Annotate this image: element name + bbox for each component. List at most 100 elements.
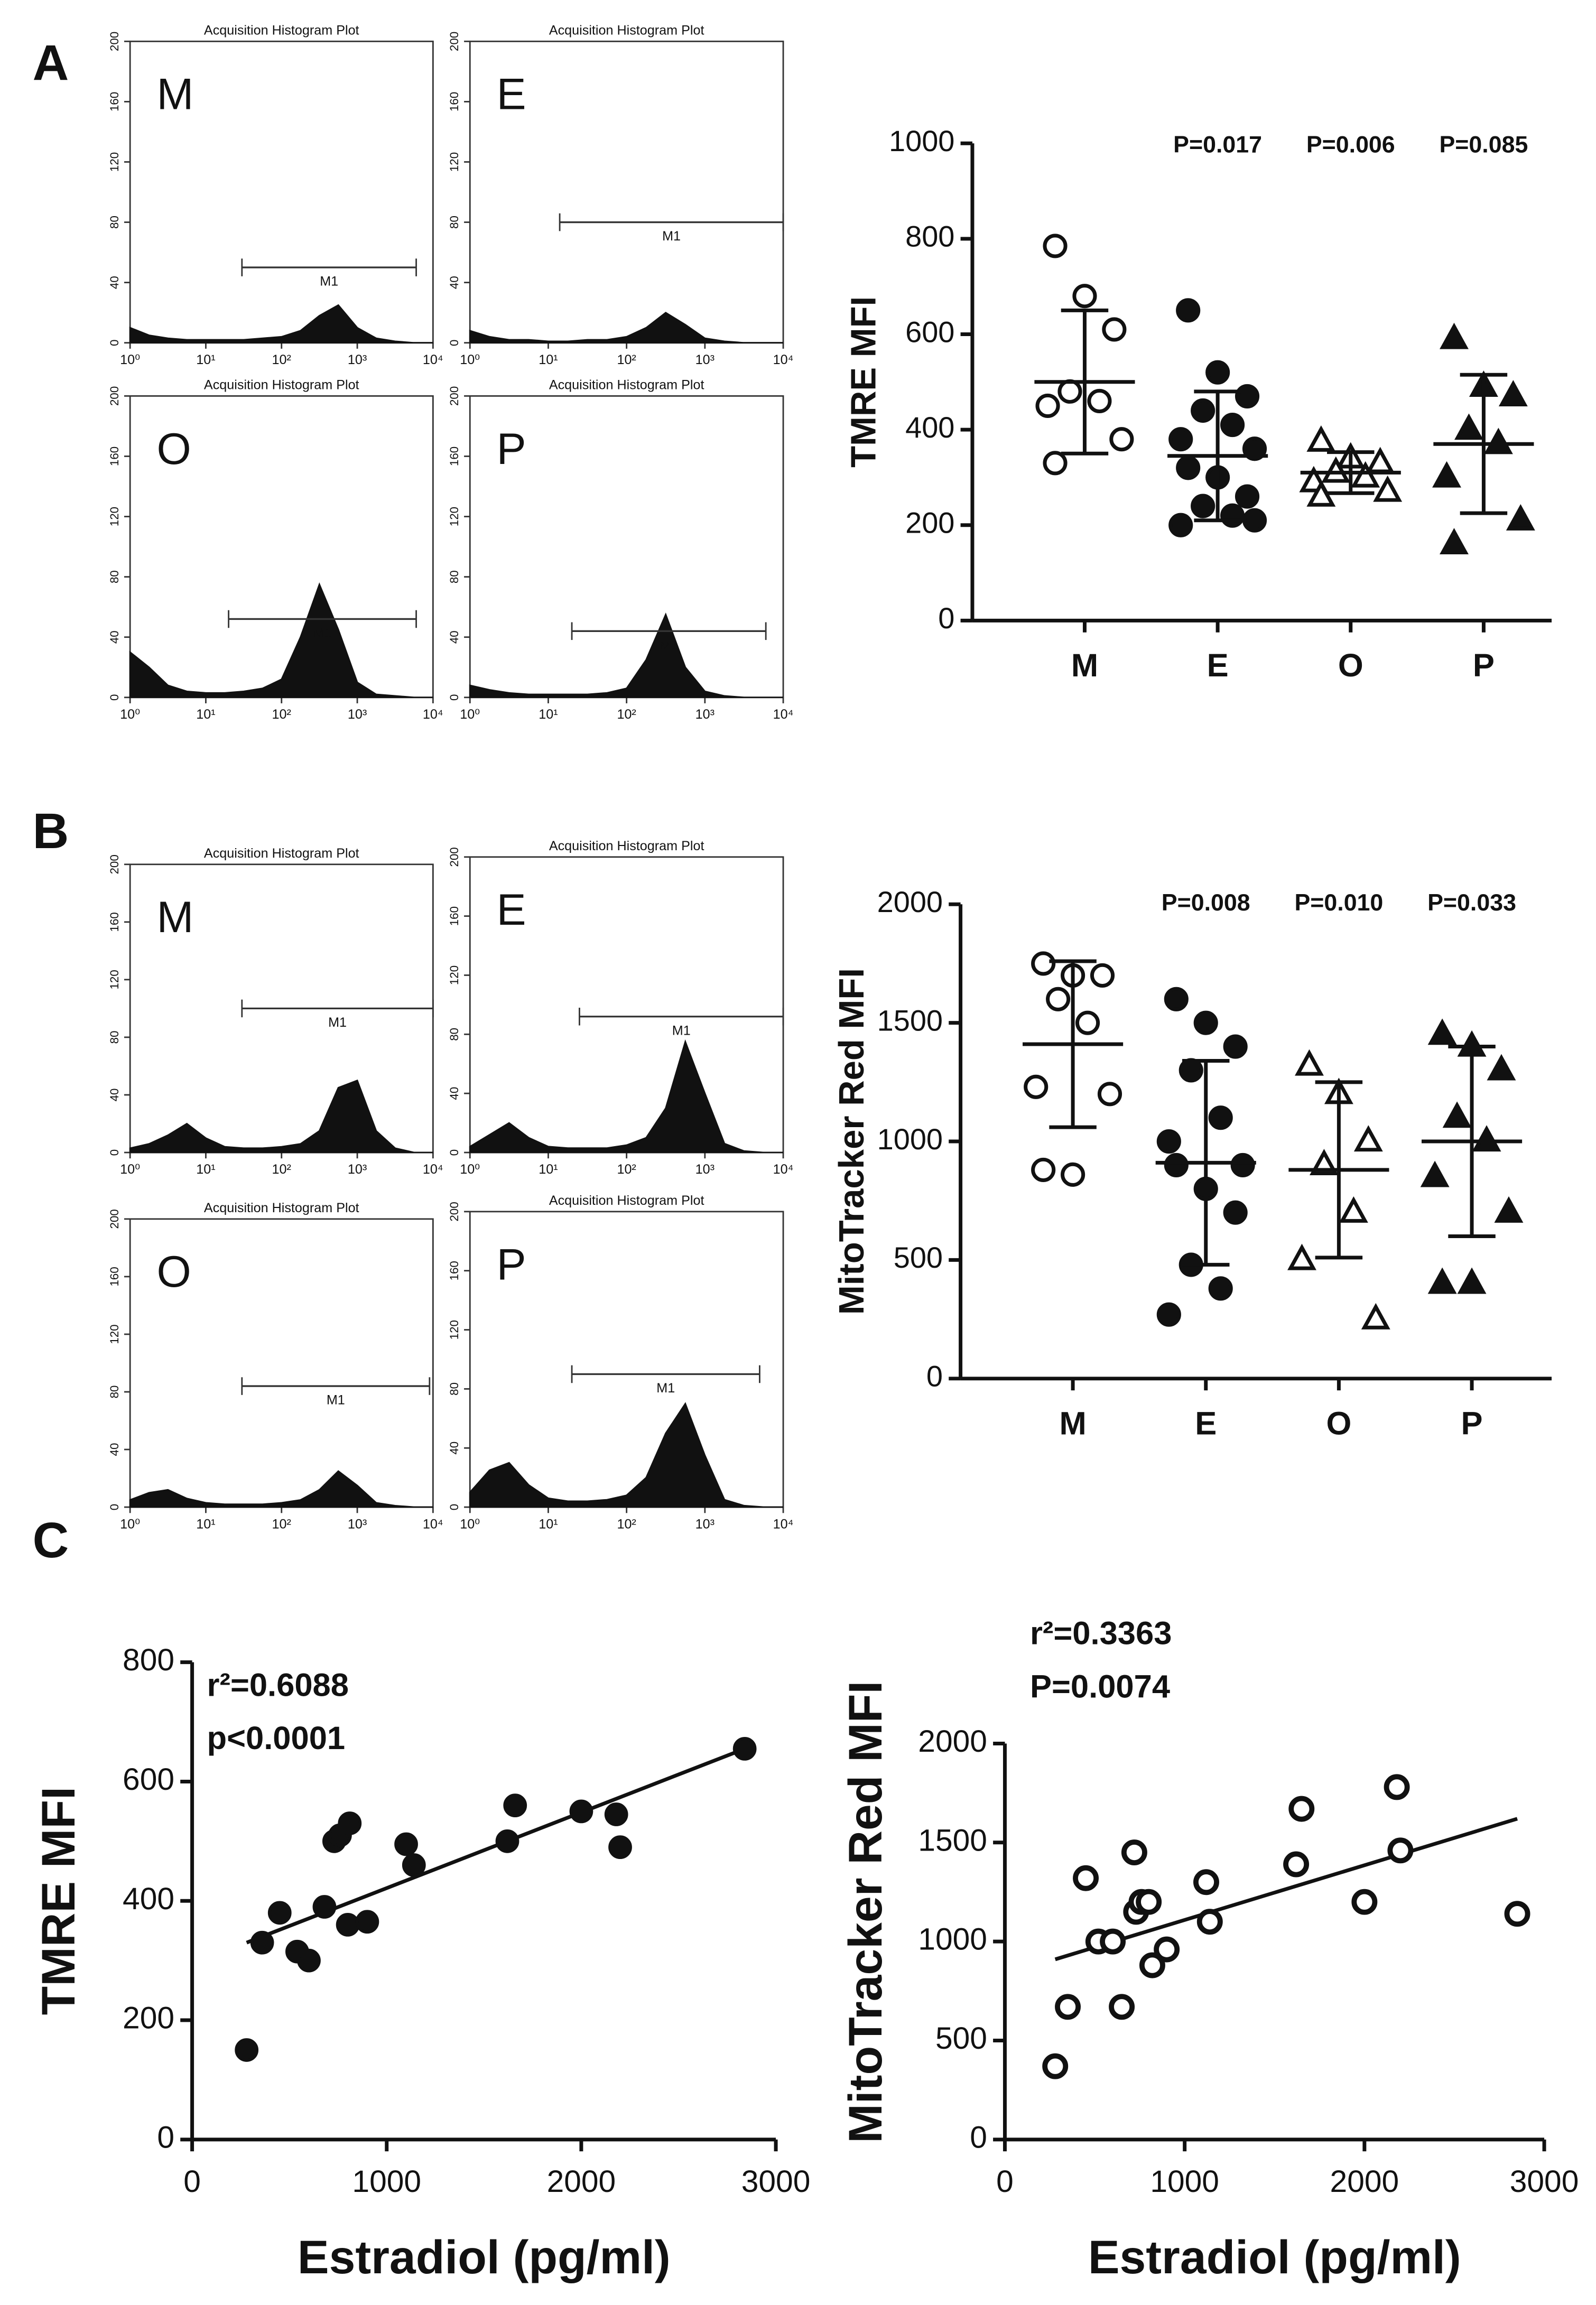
data-point [1168,427,1193,452]
y-tick-label: 120 [448,965,461,985]
y-tick-label: 120 [108,1324,121,1344]
data-point [1442,1101,1472,1128]
data-point [1223,1034,1248,1059]
histogram-area [129,1079,433,1154]
data-point [1176,298,1201,323]
data-point [297,1948,321,1973]
data-point [1487,1054,1516,1081]
data-point [1164,987,1189,1011]
data-point [1351,461,1380,488]
y-tick-label: 40 [448,630,461,644]
data-point [1087,388,1112,414]
data-point [1472,1125,1501,1152]
data-point [1043,234,1068,258]
data-point [1283,1851,1310,1878]
data-point [495,1829,519,1853]
y-tick-label: 120 [108,152,121,172]
y-tick-label: 1000 [889,124,954,157]
x-tick-label: 10⁰ [120,707,140,722]
y-tick-label: 500 [894,1241,943,1274]
data-point [1196,1909,1223,1935]
y-tick-label: 0 [448,339,461,346]
y-tick-label: 200 [448,1202,461,1221]
data-point [1179,1058,1203,1083]
x-tick-label: 2000 [1330,2164,1399,2199]
y-tick-label: 200 [108,854,121,874]
y-tick-label: 80 [108,1030,121,1044]
data-point [1031,1157,1056,1182]
y-tick-label: 160 [448,1261,461,1280]
data-point [1498,380,1528,407]
x-tick-label: 10³ [348,1162,367,1177]
data-point [1042,2053,1069,2079]
y-tick-label: 160 [448,447,461,466]
data-point [1193,1010,1218,1035]
x-tick-label: 10¹ [196,707,215,722]
data-point [1454,413,1483,440]
data-point [1164,1152,1189,1177]
sample-label: P [497,1239,526,1289]
data-point [1306,425,1336,452]
gate-label: M1 [327,1393,345,1408]
y-tick-label: 400 [905,411,954,444]
plot-title: Acquisition Histogram Plot [204,1201,359,1215]
y-tick-label: 40 [108,276,121,289]
data-point [503,1793,527,1817]
y-tick-label: 0 [108,339,121,346]
y-tick-label: 40 [448,276,461,289]
x-tick-label: 10¹ [539,1517,558,1531]
y-tick-label: 0 [926,1360,943,1393]
data-point [1154,1936,1180,1963]
y-tick-label: 200 [108,386,121,406]
data-point [1061,1162,1085,1187]
data-point [1351,1889,1378,1915]
panel-label: A [33,35,69,91]
data-point [1220,413,1245,438]
plot-title: Acquisition Histogram Plot [549,23,704,38]
y-tick-label: 200 [448,32,461,51]
data-point [1208,1105,1233,1130]
y-tick-label: 0 [970,2120,987,2154]
y-tick-label: 0 [108,1504,121,1510]
y-tick-label: 800 [905,220,954,253]
data-point [732,1737,757,1761]
x-tick-label: 10³ [695,707,715,722]
y-tick-label: 1000 [918,1922,987,1957]
data-point [1420,1160,1450,1187]
y-tick-label: 120 [448,152,461,172]
y-tick-label: 200 [448,386,461,406]
y-tick-label: 0 [157,2120,174,2154]
data-point [1506,504,1535,531]
y-tick-label: 400 [123,1882,174,1916]
y-tick-label: 1500 [918,1823,987,1857]
y-tick-label: 2000 [877,885,943,918]
x-tick-label: 10³ [348,707,367,722]
data-point [1121,1839,1147,1866]
sample-label: E [497,69,526,119]
x-tick-label: 1000 [1150,2164,1219,2199]
x-tick-label: 10⁴ [773,352,794,367]
gate-label: M1 [313,626,332,640]
x-tick-label: 10⁰ [460,707,480,722]
data-point [1287,1243,1316,1270]
x-tick-label: 10⁰ [460,352,480,367]
x-axis-label: Estradiol (pg/ml) [1088,2230,1461,2283]
p-value: P=0.085 [1439,132,1528,158]
histogram-area [469,1402,784,1508]
gate-label: M1 [656,1381,675,1396]
data-point [1242,508,1267,533]
data-point [1208,1276,1233,1301]
x-axis-label: Estradiol (pg/ml) [298,2230,671,2283]
data-point [1353,1125,1383,1152]
stat-annotation: r²=0.6088 [207,1667,349,1703]
y-axis-label: MitoTracker Red MFI [832,968,871,1315]
gate-label: M1 [660,638,678,653]
data-point [1024,1074,1048,1099]
plot-title: Acquisition Histogram Plot [549,839,704,853]
data-point [1043,451,1068,476]
y-axis-label: TMRE MFI [843,296,883,468]
y-tick-label: 1500 [877,1003,943,1037]
y-tick-label: 2000 [918,1724,987,1759]
y-tick-label: 200 [108,32,121,51]
